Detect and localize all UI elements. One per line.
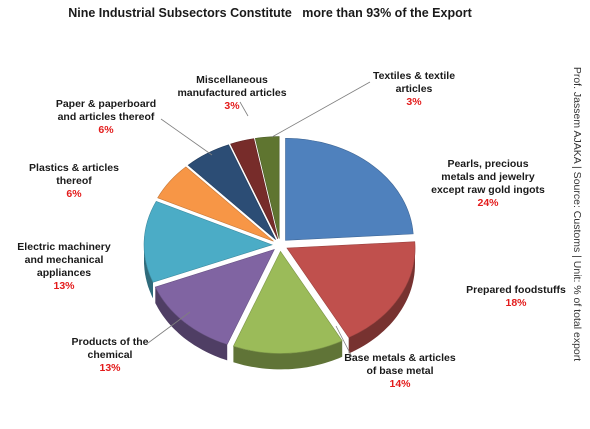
slice-label-4: Electric machinery and mechanical applia… xyxy=(17,241,110,293)
slice-label-8: Textiles & textile articles 3% xyxy=(373,70,455,109)
slice-value-1: 18% xyxy=(466,297,566,310)
slice-name-0: Pearls, precious metals and jewelry exce… xyxy=(431,158,545,197)
slice-value-4: 13% xyxy=(17,280,110,293)
slice-name-7: Miscellaneous manufactured articles xyxy=(177,74,286,100)
slice-name-1: Prepared foodstuffs xyxy=(466,284,566,297)
slice-value-6: 6% xyxy=(56,124,156,137)
slice-label-3: Products of the chemical 13% xyxy=(71,336,148,375)
slice-label-5: Plastics & articles thereof 6% xyxy=(29,162,119,201)
leader-line-6 xyxy=(161,119,212,155)
slice-label-2: Base metals & articles of base metal 14% xyxy=(344,352,455,391)
slice-name-4: Electric machinery and mechanical applia… xyxy=(17,241,110,280)
slice-value-7: 3% xyxy=(177,100,286,113)
slice-value-2: 14% xyxy=(344,378,455,391)
slice-name-8: Textiles & textile articles xyxy=(373,70,455,96)
slice-value-0: 24% xyxy=(431,197,545,210)
leader-line-8 xyxy=(272,82,370,137)
slice-value-3: 13% xyxy=(71,362,148,375)
slice-label-7: Miscellaneous manufactured articles 3% xyxy=(177,74,286,113)
slice-name-2: Base metals & articles of base metal xyxy=(344,352,455,378)
slice-label-1: Prepared foodstuffs 18% xyxy=(466,284,566,310)
slice-label-6: Paper & paperboard and articles thereof 6… xyxy=(56,98,156,137)
slice-name-5: Plastics & articles thereof xyxy=(29,162,119,188)
slice-name-3: Products of the chemical xyxy=(71,336,148,362)
slice-value-8: 3% xyxy=(373,96,455,109)
slice-name-6: Paper & paperboard and articles thereof xyxy=(56,98,156,124)
slice-label-0: Pearls, precious metals and jewelry exce… xyxy=(431,158,545,210)
pie-slice-0 xyxy=(286,138,414,240)
slice-value-5: 6% xyxy=(29,188,119,201)
